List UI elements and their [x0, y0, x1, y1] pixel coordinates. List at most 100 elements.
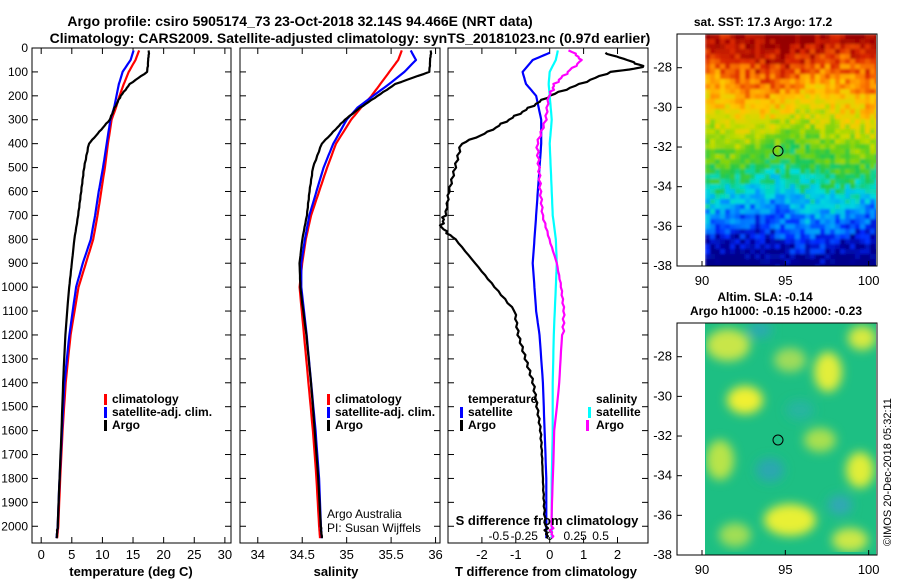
sst-cell	[845, 244, 850, 249]
sst-cell	[720, 219, 725, 224]
sst-cell	[755, 134, 760, 139]
sst-cell	[735, 69, 740, 74]
sst-cell	[875, 244, 876, 249]
legend-swatch-climatology	[104, 394, 107, 405]
sst-cell	[765, 69, 770, 74]
sst-cell	[790, 99, 795, 104]
sst-cell	[725, 49, 730, 54]
sst-cell	[785, 194, 790, 199]
sst-cell	[710, 264, 715, 266]
sst-cell	[860, 44, 865, 49]
sst-cell	[830, 69, 835, 74]
sst-cell	[855, 229, 860, 234]
salinity-panel-frame	[239, 47, 441, 544]
sst-cell	[825, 59, 830, 64]
sst-cell	[810, 229, 815, 234]
sst-cell	[795, 169, 800, 174]
sst-cell	[810, 114, 815, 119]
legend-swatch-argo	[104, 420, 107, 431]
sst-cell	[850, 104, 855, 109]
sst-cell	[860, 254, 865, 259]
sst-cell	[780, 159, 785, 164]
sst-cell	[865, 234, 870, 239]
sst-cell	[760, 109, 765, 114]
sst-cell	[845, 204, 850, 209]
sst-cell	[790, 244, 795, 249]
sst-cell	[800, 229, 805, 234]
sst-cell	[835, 49, 840, 54]
sst-cell	[715, 234, 720, 239]
sst-cell	[840, 199, 845, 204]
sst-cell	[785, 34, 790, 39]
sst-cell	[875, 154, 876, 159]
sst-cell	[715, 259, 720, 264]
sst-cell	[715, 39, 720, 44]
sst-cell	[780, 224, 785, 229]
sst-cell	[760, 119, 765, 124]
sst-cell	[795, 179, 800, 184]
sst-cell	[805, 189, 810, 194]
sst-cell	[865, 199, 870, 204]
sst-cell	[810, 214, 815, 219]
sst-cell	[860, 139, 865, 144]
sst-cell	[840, 84, 845, 89]
sst-cell	[730, 144, 735, 149]
sst-cell	[865, 224, 870, 229]
sla-anomaly-blob	[719, 523, 751, 547]
sst-cell	[790, 249, 795, 254]
sla-anomaly-blob	[846, 452, 874, 488]
sst-cell	[780, 214, 785, 219]
sst-cell	[730, 44, 735, 49]
sst-cell	[765, 164, 770, 169]
sst-cell	[750, 69, 755, 74]
sst-cell	[780, 144, 785, 149]
sst-cell	[805, 49, 810, 54]
sst-cell	[840, 214, 845, 219]
sst-cell	[790, 64, 795, 69]
sst-cell	[760, 44, 765, 49]
sst-cell	[835, 199, 840, 204]
sst-cell	[860, 179, 865, 184]
sst-cell	[770, 169, 775, 174]
sst-cell	[715, 114, 720, 119]
sst-cell	[810, 124, 815, 129]
sst-cell	[710, 194, 715, 199]
sst-cell	[825, 139, 830, 144]
sst-cell	[740, 249, 745, 254]
sst-cell	[790, 74, 795, 79]
sst-cell	[750, 84, 755, 89]
sst-cell	[755, 224, 760, 229]
sst-cell	[850, 249, 855, 254]
sst-cell	[855, 189, 860, 194]
sst-cell	[710, 184, 715, 189]
sst-cell	[875, 169, 876, 174]
sst-cell	[765, 79, 770, 84]
sst-cell	[870, 194, 875, 199]
sst-cell	[765, 219, 770, 224]
sst-cell	[810, 134, 815, 139]
sst-cell	[775, 54, 780, 59]
sst-cell	[855, 214, 860, 219]
sst-cell	[730, 179, 735, 184]
sst-cell	[850, 39, 855, 44]
sst-cell	[805, 214, 810, 219]
sst-cell	[715, 94, 720, 99]
sst-cell	[705, 249, 710, 254]
legend-swatch-argo	[327, 420, 330, 431]
depth-tick-label: 100	[8, 65, 28, 79]
sst-cell	[845, 59, 850, 64]
sst-cell	[745, 264, 750, 266]
sst-cell	[855, 199, 860, 204]
sst-cell	[830, 164, 835, 169]
sst-cell	[790, 194, 795, 199]
sst-cell	[805, 259, 810, 264]
sst-cell	[730, 264, 735, 266]
sst-cell	[740, 204, 745, 209]
sst-cell	[750, 209, 755, 214]
sst-cell	[735, 234, 740, 239]
sst-cell	[725, 214, 730, 219]
sst-cell	[720, 64, 725, 69]
sst-cell	[860, 189, 865, 194]
sst-cell	[760, 154, 765, 159]
sst-cell	[835, 224, 840, 229]
